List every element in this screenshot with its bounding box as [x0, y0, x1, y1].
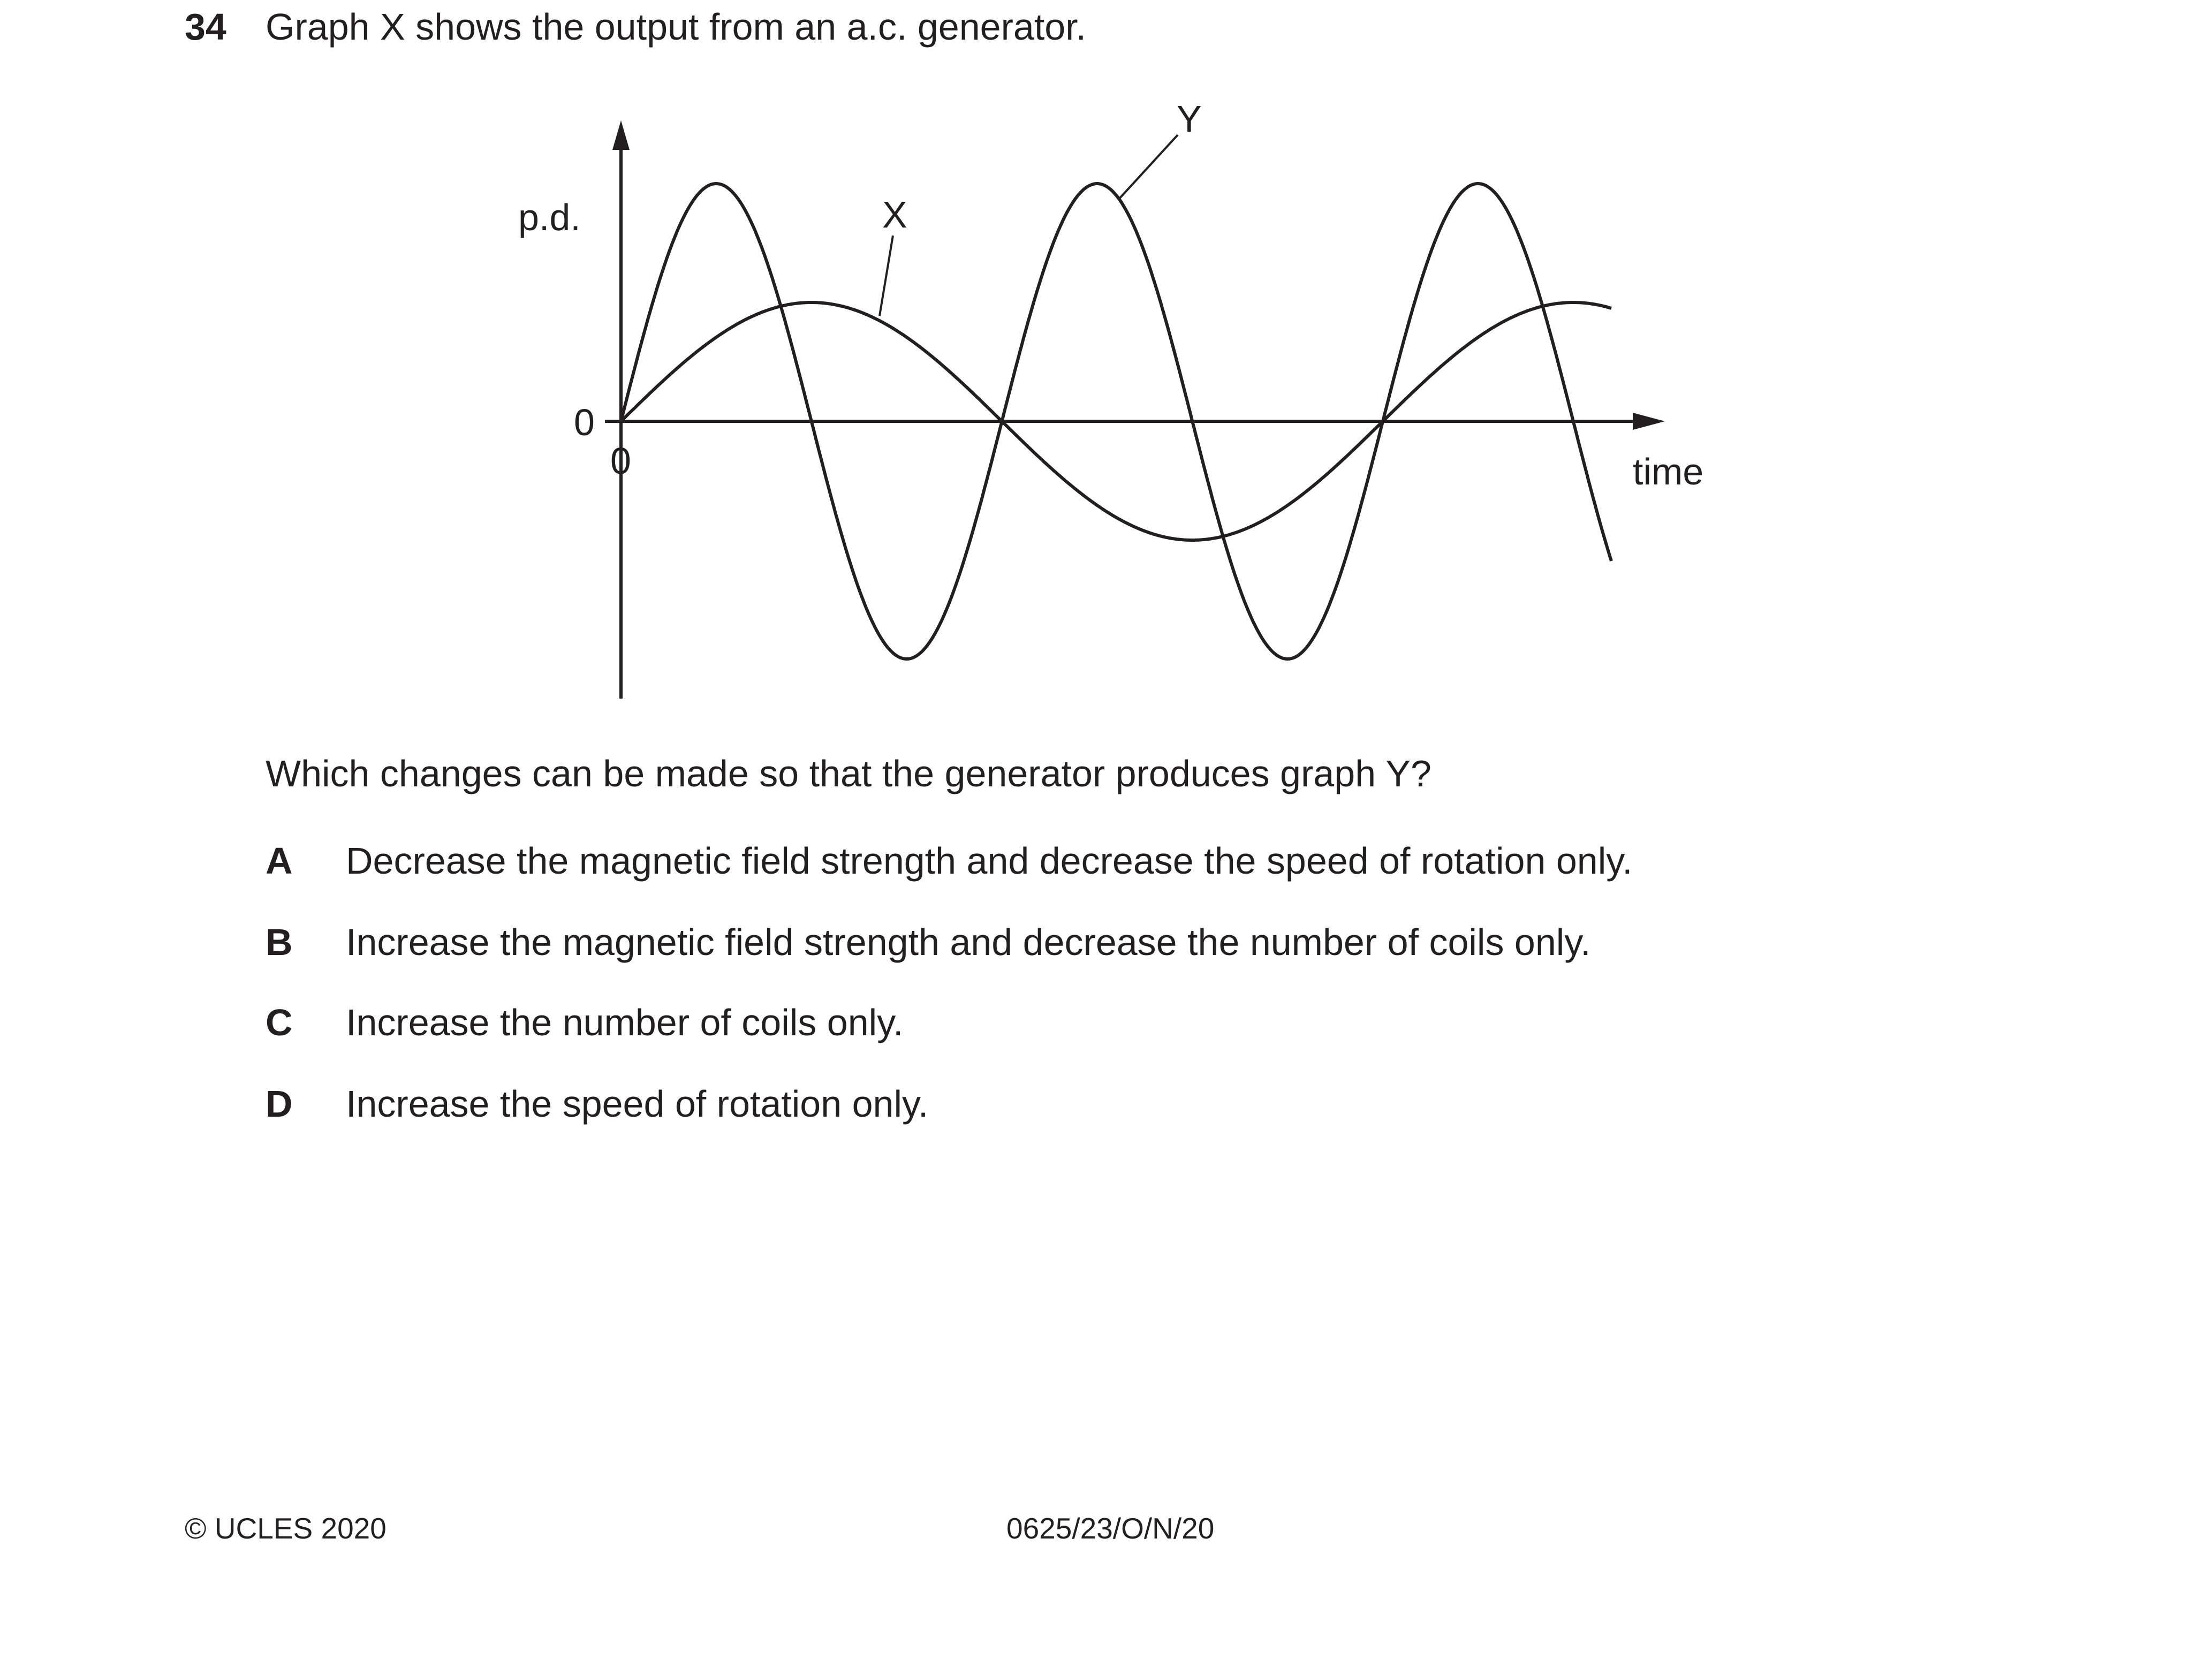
footer-paper-code: 0625/23/O/N/20: [1006, 1512, 1215, 1545]
curve-x-label: X: [882, 194, 907, 236]
generator-output-graph: p.d. time 0 0 X Y: [518, 98, 1703, 699]
option-d-letter: D: [266, 1083, 293, 1125]
question-number: 34: [185, 6, 226, 48]
option-d[interactable]: D Increase the speed of rotation only.: [266, 1077, 928, 1131]
option-c-text: Increase the number of coils only.: [346, 1002, 904, 1043]
option-a[interactable]: A Decrease the magnetic field strength an…: [266, 834, 1633, 888]
x-axis-label: time: [1633, 451, 1703, 492]
y-origin-label: 0: [574, 401, 595, 443]
y-axis-arrowhead: [612, 120, 630, 150]
option-d-text: Increase the speed of rotation only.: [346, 1083, 929, 1125]
option-c[interactable]: C Increase the number of coils only.: [266, 996, 903, 1049]
question-stem: Graph X shows the output from an a.c. ge…: [266, 6, 1087, 48]
option-b-letter: B: [266, 921, 293, 963]
curve-y-leader-line: [1118, 134, 1179, 200]
curve-y: [619, 181, 1613, 661]
x-origin-label: 0: [610, 440, 631, 482]
curve-x-leader-line: [878, 235, 894, 316]
x-axis-arrowhead: [1633, 413, 1665, 430]
curve-x: [619, 301, 1612, 542]
option-a-text: Decrease the magnetic field strength and…: [346, 840, 1633, 882]
option-b[interactable]: B Increase the magnetic field strength an…: [266, 915, 1591, 969]
option-a-letter: A: [266, 840, 293, 882]
y-axis-label: p.d.: [518, 196, 581, 238]
footer-copyright: © UCLES 2020: [185, 1512, 387, 1545]
curve-y-label: Y: [1177, 98, 1202, 140]
question-prompt: Which changes can be made so that the ge…: [266, 753, 1431, 794]
option-b-text: Increase the magnetic field strength and…: [346, 921, 1591, 963]
option-c-letter: C: [266, 1002, 293, 1043]
